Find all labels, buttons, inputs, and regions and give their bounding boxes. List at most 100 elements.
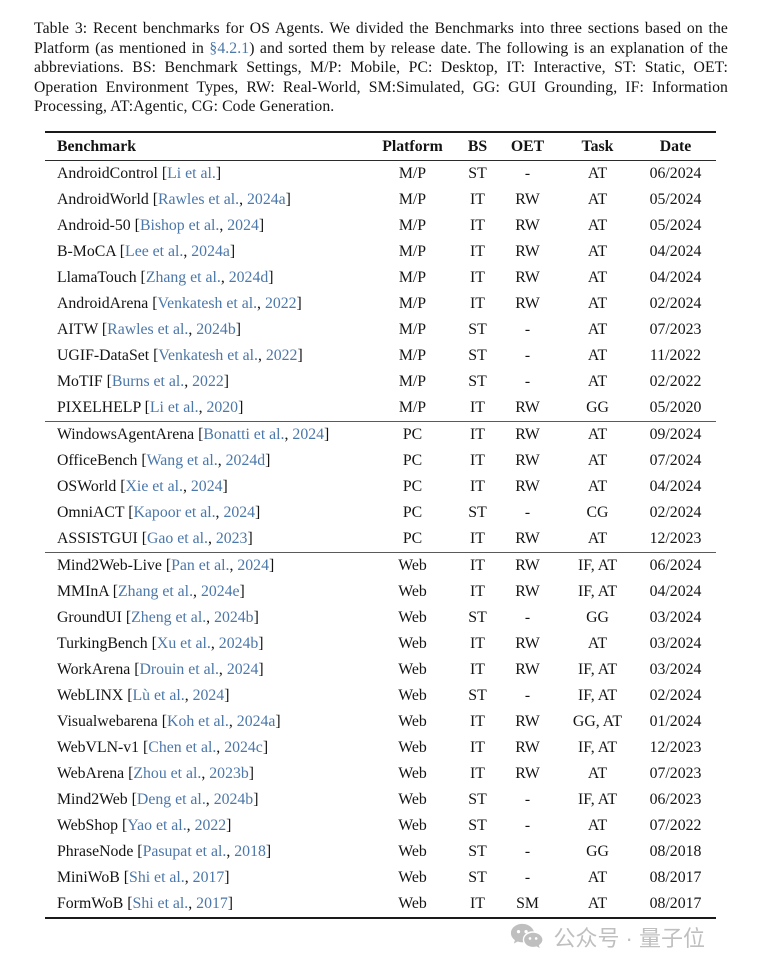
cell-platform: M/P [398,243,427,260]
citation-link[interactable]: Zhang et al. [118,583,194,600]
cell-date: 02/2024 [649,295,702,312]
citation-link[interactable]: 2024 [227,217,259,234]
cell-oet: RW [515,661,540,678]
citation: [Li et al.] [157,165,222,182]
header-bs: BS [467,137,488,155]
table-row: GroundUI [Zheng et al., 2024b] Web ST - … [45,605,716,631]
citation-link[interactable]: Drouin et al. [139,661,219,678]
table-row: OSWorld [Xie et al., 2024] PC IT RW AT 0… [45,474,716,500]
benchmark-cell: WorkArena [Drouin et al., 2024] [45,657,365,683]
citation-link[interactable]: 2024 [292,426,325,443]
citation-link[interactable]: 2020 [206,399,239,416]
benchmark-name: WebVLN-v1 [57,739,140,756]
citation-link[interactable]: 2023b [209,765,249,782]
benchmark-cell: PhraseNode [Pasupat et al., 2018] [45,839,365,865]
citation-link[interactable]: Lù et al. [132,687,185,704]
citation-link[interactable]: 2024d [228,269,269,286]
benchmark-cell: GroundUI [Zheng et al., 2024b] [45,605,365,631]
citation-link[interactable]: Pasupat et al. [142,843,227,860]
citation-link[interactable]: 2024 [226,661,259,678]
citation-link[interactable]: Deng et al. [136,791,206,808]
cell-platform: PC [365,421,460,448]
cell-oet: SM [516,895,539,912]
cell-platform: Web [398,583,427,600]
citation-link[interactable]: 2018 [234,843,266,860]
citation-link[interactable]: Kapoor et al. [133,504,216,521]
table-row: OmniACT [Kapoor et al., 2024] PC ST - CG… [45,500,716,526]
citation-link[interactable]: 2024a [247,191,286,208]
benchmark-name: OfficeBench [57,452,138,469]
cell-date: 07/2023 [649,765,702,782]
citation-link[interactable]: Shi et al. [129,869,185,886]
citation-link[interactable]: Bishop et al. [139,217,220,234]
cell-date: 07/2023 [649,321,702,338]
cell-date: 08/2017 [649,869,702,886]
cell-date: 06/2024 [649,165,702,182]
benchmark-cell: MoTIF [Burns et al., 2022] [45,369,365,395]
citation-link[interactable]: Shi et al. [132,895,189,912]
citation-link[interactable]: Zheng et al. [131,609,207,626]
cell-task: AT [587,635,608,652]
citation-link[interactable]: 2024c [224,739,263,756]
citation-link[interactable]: Koh et al. [167,713,229,730]
citation-link[interactable]: Gao et al. [146,530,208,547]
citation-link[interactable]: Lee et al. [125,243,184,260]
benchmark-cell: Mind2Web [Deng et al., 2024b] [45,787,365,813]
citation-link[interactable]: 2024 [237,557,269,574]
citation-link[interactable]: Bonatti et al. [203,426,285,443]
citation-link[interactable]: Rawles et al. [157,191,240,208]
cell-platform: Web [398,635,427,652]
citation-link[interactable]: 2022 [265,347,298,364]
citation-link[interactable]: 2024b [213,791,254,808]
citation-link[interactable]: Rawles et al. [107,321,189,338]
citation-link[interactable]: 2017 [196,895,228,912]
watermark: 公众号 · 量子位 [510,921,705,953]
citation: [Xu et al., 2024b] [147,635,264,652]
cell-date: 01/2024 [649,713,702,730]
citation-link[interactable]: Burns et al. [111,373,185,390]
citation-link[interactable]: Li et al. [149,399,199,416]
citation-link[interactable]: 2024 [223,504,256,521]
citation-link[interactable]: Pan et al. [171,557,230,574]
benchmark-name: AndroidArena [57,295,149,312]
header-oet: OET [510,137,545,155]
cell-platform: M/P [398,373,427,390]
citation-link[interactable]: Xie et al. [125,478,183,495]
citation-link[interactable]: 2024a [236,713,276,730]
section-ref-link[interactable]: §4.2.1 [209,39,250,57]
citation-link[interactable]: 2024d [225,452,266,469]
citation-link[interactable]: Chen et al. [148,739,217,756]
citation-link[interactable]: Wang et al. [146,452,218,469]
cell-bs: IT [470,217,485,234]
citation-link[interactable]: 2023 [215,530,248,547]
cell-oet: RW [515,635,540,652]
citation-link[interactable]: Yao et al. [127,817,187,834]
cell-date: 06/2024 [635,552,716,579]
citation-link[interactable]: 2024 [190,478,223,495]
citation-link[interactable]: 2024b [214,609,254,626]
citation-link[interactable]: Zhou et al. [133,765,202,782]
cell-bs: IT [470,478,485,495]
citation-link[interactable]: 2017 [192,869,225,886]
citation-link[interactable]: Xu et al. [156,635,211,652]
citation: [Pasupat et al., 2018] [133,843,272,860]
cell-oet: RW [515,295,540,312]
citation-link[interactable]: 2024e [200,583,240,600]
citation-link[interactable]: 2024a [191,243,230,260]
benchmark-name: WorkArena [57,661,131,678]
citation-link[interactable]: 2024 [192,687,225,704]
citation-link[interactable]: Venkatesh et al. [158,347,258,364]
citation-link[interactable]: 2022 [264,295,297,312]
citation-link[interactable]: Zhang et al. [145,269,221,286]
citation-link[interactable]: Li et al. [167,165,216,182]
table-row: WindowsAgentArena [Bonatti et al., 2024]… [45,421,716,448]
citation-link[interactable]: 2022 [194,817,227,834]
table-row: WebVLN-v1 [Chen et al., 2024c] Web IT RW… [45,735,716,761]
citation-link[interactable]: 2022 [192,373,224,390]
cell-date: 07/2024 [649,452,702,469]
citation-link[interactable]: Venkatesh et al. [157,295,258,312]
citation-link[interactable]: 2024b [218,635,259,652]
benchmark-cell: OfficeBench [Wang et al., 2024d] [45,448,365,474]
citation-link[interactable]: 2024b [196,321,236,338]
cell-bs: IT [470,765,485,782]
